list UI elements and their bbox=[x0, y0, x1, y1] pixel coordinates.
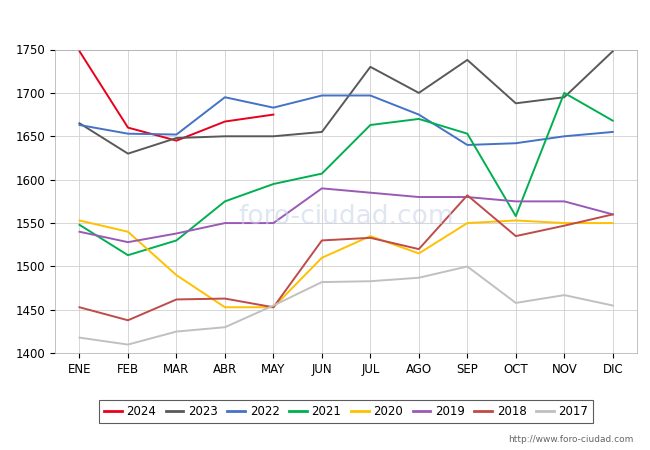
Text: Afiliados en Fregenal de la Sierra a 31/5/2024: Afiliados en Fregenal de la Sierra a 31/… bbox=[142, 16, 508, 31]
Text: http://www.foro-ciudad.com: http://www.foro-ciudad.com bbox=[508, 435, 634, 444]
Legend: 2024, 2023, 2022, 2021, 2020, 2019, 2018, 2017: 2024, 2023, 2022, 2021, 2020, 2019, 2018… bbox=[99, 400, 593, 423]
Text: foro-ciudad.com: foro-ciudad.com bbox=[239, 203, 454, 230]
